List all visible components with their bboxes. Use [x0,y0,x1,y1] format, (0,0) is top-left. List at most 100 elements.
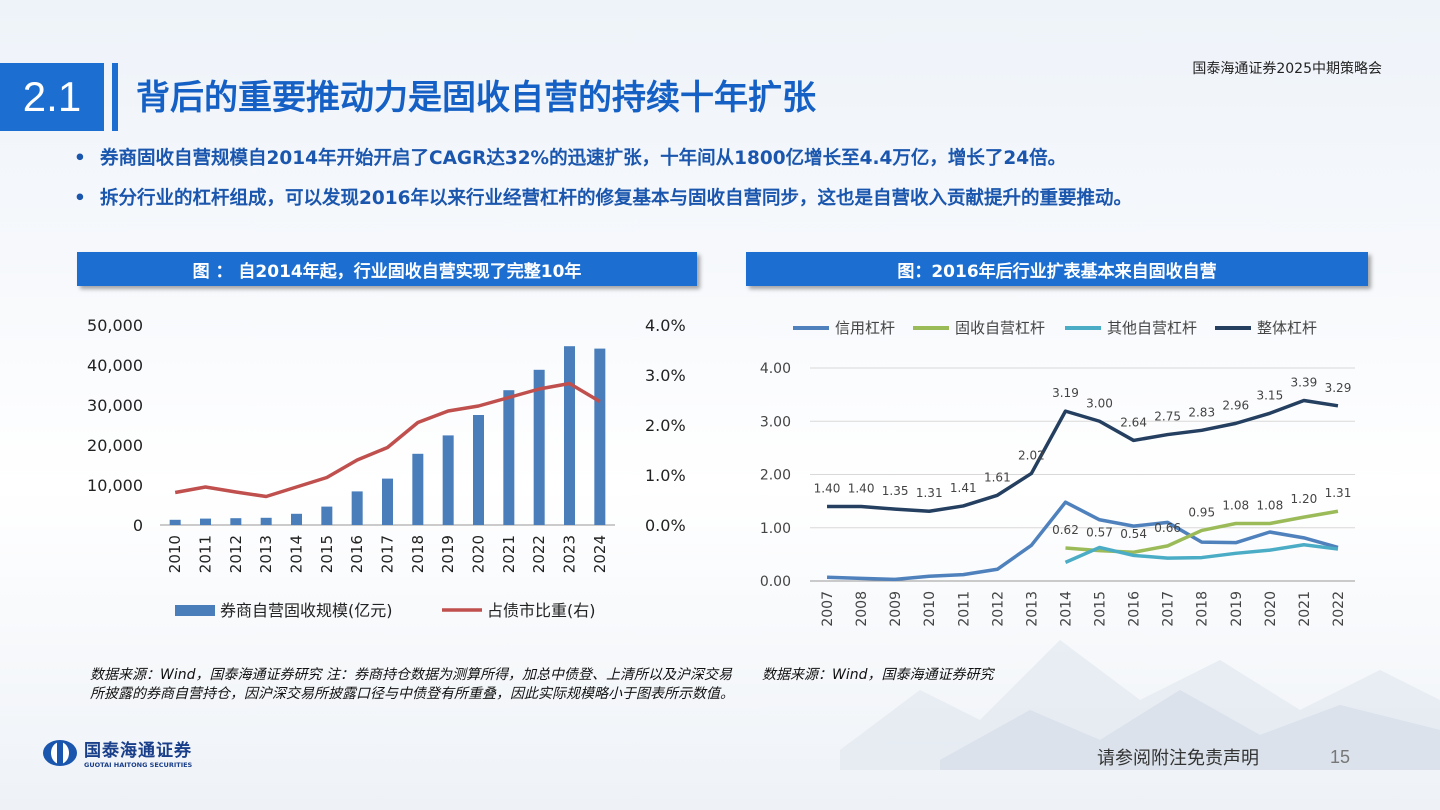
legend-label: 固收自营杠杆 [955,319,1045,337]
chart-leverage-breakdown: 0.00 1.00 2.00 3.00 4.00 2007 2008 2009 2010 2011… [760,319,1355,627]
x-tick-label: 2020 [470,535,488,573]
x-tick-label: 2009 [888,591,904,627]
data-label: 2.96 [1222,398,1249,412]
bar [473,415,484,525]
data-label: 2.64 [1120,415,1147,429]
bar [412,453,424,525]
x-tick-label: 2022 [530,535,548,573]
legend-label-bars: 券商自营固收规模(亿元) [220,601,393,620]
x-tick-label: 2014 [1058,591,1074,627]
bullet-text: 券商固收自营规模自2014年开始开启了CAGR达32%的迅速扩张，十年间从180… [100,148,1067,169]
data-label: 1.31 [916,486,943,500]
x-tick-label: 2015 [1093,591,1109,627]
legend-label-line: 占债市比重(右) [487,601,596,620]
bar [442,435,454,525]
y-left-tick-label: 30,000 [87,396,143,415]
y-right-tick-label: 3.0% [645,366,686,385]
data-label: 2.02 [1018,448,1045,462]
bar [230,518,242,525]
figure-2-source-note: 数据来源：Wind，国泰海通证券研究 [762,667,994,683]
y-tick-label: 3.00 [760,414,791,430]
x-tick-label: 2021 [500,535,518,573]
data-label: 0.62 [1052,523,1079,537]
data-label: 0.66 [1154,521,1181,535]
disclaimer-link[interactable]: 请参阅附注免责声明 [1097,748,1259,769]
x-tick-label: 2016 [348,535,366,573]
y-left-tick-label: 40,000 [87,356,143,375]
data-label: 1.08 [1256,498,1283,512]
data-label: 1.40 [814,481,841,495]
x-tick-label: 2012 [990,591,1006,627]
data-label: 1.61 [984,470,1011,484]
x-tick-label: 2012 [227,535,245,573]
bullet-dot: • [74,188,86,209]
x-tick-label: 2018 [1195,591,1211,627]
data-label: 1.40 [848,481,875,495]
data-label: 0.95 [1188,505,1215,519]
bar [382,478,393,525]
data-label: 3.39 [1291,375,1318,389]
y-right-tick-label: 4.0% [645,316,686,335]
figure-2-heading: 图：2016年后行业扩表基本来自固收自营 [746,252,1368,286]
figure-1-heading: 图 ： 自2014年起，行业固收自营实现了完整10年 [77,252,697,286]
x-tick-label: 2010 [922,591,938,627]
line-series [826,500,1339,582]
data-label: 3.19 [1052,386,1079,400]
figure-1-source-note: 数据来源：Wind，国泰海通证券研究 注：券商持仓数据为测算所得，加总中债登、上… [90,667,734,702]
logo-name-en: GUOTAI HAITONG SECURITIES [84,761,193,769]
page-number: 15 [1330,747,1351,767]
data-label: 3.15 [1256,388,1283,402]
x-tick-label: 2017 [379,535,397,573]
x-tick-label: 2019 [1229,591,1245,627]
y-tick-label: 0.00 [760,574,791,590]
chart-fixed-income-scale: 0 10,000 20,000 30,000 40,000 50,000 0.0% 1.0% 2… [87,316,686,620]
data-label: 1.35 [882,484,909,498]
x-tick-label: 2023 [561,535,579,573]
section-divider [112,63,118,131]
bar [291,513,302,525]
x-tick-label: 2007 [820,591,836,627]
y-left-tick-label: 0 [133,516,143,535]
data-label: 2.75 [1154,410,1181,424]
bullet-item: • 拆分行业的杠杆组成，可以发现2016年以来行业经营杠杆的修复基本与固收自营同步… [74,186,1404,226]
data-label: 3.00 [1086,396,1113,410]
event-name: 国泰海通证券2025中期策略会 [1192,61,1382,77]
x-tick-label: 2013 [1024,591,1040,627]
x-tick-label: 2019 [439,535,457,573]
bar [594,348,606,525]
x-tick-label: 2020 [1263,591,1279,627]
x-tick-label: 2021 [1297,591,1313,627]
bar [533,369,545,525]
bar [321,506,333,525]
data-label: 1.20 [1291,492,1318,506]
y-left-tick-label: 20,000 [87,436,143,455]
legend-label: 信用杠杆 [835,319,895,337]
x-tick-label: 2014 [288,535,306,573]
y-left-tick-label: 50,000 [87,316,143,335]
bullet-item: • 券商固收自营规模自2014年开始开启了CAGR达32%的迅速扩张，十年间从18… [74,146,1404,186]
y-tick-label: 1.00 [760,521,791,537]
x-tick-label: 2010 [166,535,184,573]
page-title: 背后的重要推动力是固收自营的持续十年扩张 [136,78,816,118]
bar [260,517,272,525]
y-tick-label: 2.00 [760,468,791,484]
bullet-text: 拆分行业的杠杆组成，可以发现2016年以来行业经营杠杆的修复基本与固收自营同步，… [100,188,1132,209]
legend-label: 其他自营杠杆 [1107,319,1197,337]
legend-swatch-bars [175,605,215,616]
y-right-tick-label: 0.0% [645,516,686,535]
x-tick-label: 2015 [318,535,336,573]
x-tick-label: 2011 [197,535,215,573]
x-tick-label: 2011 [956,591,972,627]
data-label: 1.08 [1222,498,1249,512]
x-tick-label: 2017 [1161,591,1177,627]
logo-emblem-icon [43,739,77,766]
data-label: 1.41 [950,481,977,495]
y-tick-label: 4.00 [760,361,791,377]
line-series [1064,543,1339,564]
x-tick-label: 2022 [1331,591,1347,627]
x-tick-label: 2016 [1127,591,1143,627]
bullet-list: • 券商固收自营规模自2014年开始开启了CAGR达32%的迅速扩张，十年间从18… [74,146,1404,226]
y-left-tick-label: 10,000 [87,476,143,495]
line-series [827,398,1339,513]
data-label: 0.54 [1120,527,1147,541]
